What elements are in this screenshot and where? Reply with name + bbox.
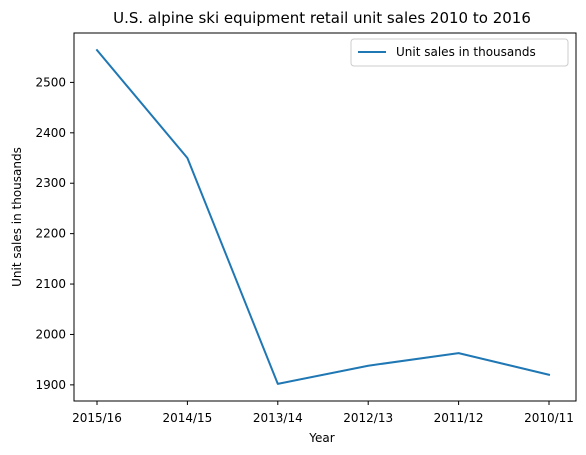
y-tick-label: 2100 [35,277,66,291]
x-tick-label: 2011/12 [434,411,484,425]
x-tick-label: 2010/11 [524,411,574,425]
plot-frame [73,32,577,402]
y-tick-label: 2300 [35,176,66,190]
series-line-0 [95,48,551,385]
x-tick-label: 2012/13 [343,411,393,425]
y-axis: 1900 2000 2100 2200 2300 2400 2500 [35,75,74,392]
y-tick-label: 2200 [35,227,66,241]
y-axis-label: Unit sales in thousands [10,147,24,287]
x-tick-label: 2014/15 [162,411,212,425]
chart-title: U.S. alpine ski equipment retail unit sa… [113,9,531,27]
y-tick-label: 2400 [35,126,66,140]
x-axis: 2015/16 2014/15 2013/14 2012/13 2011/12 2010/… [72,401,574,425]
plot-area [73,32,577,402]
y-tick-label: 2000 [35,327,66,341]
x-axis-label: Year [308,431,334,445]
y-tick-label: 1900 [35,378,66,392]
x-tick-label: 2013/14 [253,411,303,425]
series-layer [95,48,551,385]
legend: Unit sales in thousands [350,38,569,67]
x-tick-label: 2015/16 [72,411,122,425]
legend-label: Unit sales in thousands [396,45,536,59]
y-tick-label: 2500 [35,75,66,89]
legend-box [350,38,569,67]
